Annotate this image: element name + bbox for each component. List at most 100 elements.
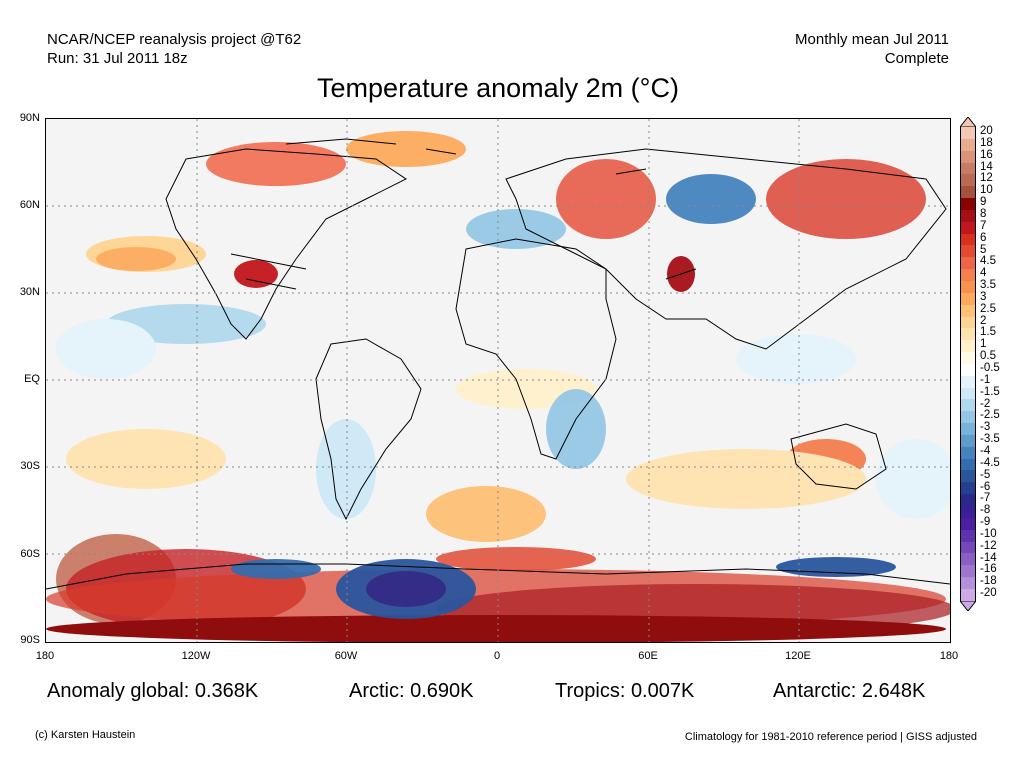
colorbar-level-label: 20 xyxy=(980,125,993,137)
colorbar-level-label: -12 xyxy=(980,539,997,552)
colorbar-cell xyxy=(960,506,976,518)
lon-label-120w: 120W xyxy=(181,650,211,662)
colorbar-level-label: -4.5 xyxy=(980,456,1000,469)
colorbar-cell xyxy=(960,399,976,412)
colorbar-cell xyxy=(960,458,976,471)
colorbar-level-label: -9 xyxy=(980,516,991,529)
colorbar-cell xyxy=(960,328,976,341)
lon-label-120e: 120E xyxy=(785,650,811,662)
colorbar-cell xyxy=(960,352,976,364)
colorbar-cell xyxy=(960,446,976,459)
mean-line: Monthly mean Jul 2011 xyxy=(795,31,949,48)
lon-label-0: 0 xyxy=(493,650,501,662)
colorbar-level-label: -1.5 xyxy=(980,385,1000,398)
lon-label-60e: 60E xyxy=(638,650,658,662)
colorbar-level-label: 1 xyxy=(980,338,987,351)
colorbar-level-label: -3 xyxy=(980,421,991,434)
colorbar-level-label: -7 xyxy=(980,492,991,505)
colorbar-level-label: 2 xyxy=(980,314,987,327)
colorbar-cell xyxy=(960,375,976,388)
colorbar-cell xyxy=(960,304,976,317)
colorbar-cell xyxy=(960,174,976,187)
status-line: Complete xyxy=(884,50,949,67)
source-line: NCAR/NCEP reanalysis project @T62 xyxy=(47,31,302,48)
colorbar-cell xyxy=(960,162,976,175)
colorbar-level-label: 9 xyxy=(980,196,987,209)
colorbar-level-label: 4.5 xyxy=(980,255,996,268)
world-map-anomaly xyxy=(45,118,951,643)
colorbar-cell xyxy=(960,233,976,246)
climatology-note: Climatology for 1981-2010 reference peri… xyxy=(684,731,977,743)
warm-anomalies xyxy=(46,131,950,642)
colorbar-cell xyxy=(960,340,976,353)
colorbar-level-label: -4 xyxy=(980,444,991,457)
run-line: Run: 31 Jul 2011 18z xyxy=(47,50,188,67)
colorbar-level-label: 12 xyxy=(980,172,993,185)
colorbar-cell xyxy=(960,257,976,270)
stat-tropics: Tropics: 0.007K xyxy=(555,680,695,702)
colorbar-level-label: 3.5 xyxy=(980,279,996,292)
colorbar-level-label: 7 xyxy=(980,219,987,232)
colorbar-cell xyxy=(960,517,976,530)
graticule xyxy=(46,119,950,642)
lon-label-180w: 180 xyxy=(35,650,55,662)
colorbar-cell xyxy=(960,363,976,376)
colorbar-top-arrow xyxy=(960,117,976,127)
colorbar-level-label: 4 xyxy=(980,267,987,280)
colorbar-level-label: 0.5 xyxy=(980,350,996,363)
stat-antarctic: Antarctic: 2.648K xyxy=(773,680,926,702)
colorbar-cell xyxy=(960,269,976,281)
colorbar-cell xyxy=(960,186,976,199)
colorbar-level-label: -0.5 xyxy=(980,362,1000,374)
colorbar-level-label: -2.5 xyxy=(980,409,1000,422)
colorbar-level-label: -18 xyxy=(980,575,997,588)
lat-label-60n: 60N xyxy=(19,199,40,211)
header-right: Monthly mean Jul 2011 Complete xyxy=(795,30,949,68)
colorbar-cell xyxy=(960,577,976,589)
colorbar-cell xyxy=(960,138,976,151)
colorbar-level-label: -8 xyxy=(980,504,991,517)
colorbar-level-label: 18 xyxy=(980,136,993,149)
colorbar-level-label: 1.5 xyxy=(980,326,996,339)
colorbar-cell xyxy=(960,529,976,542)
colorbar-cell xyxy=(960,423,976,435)
colorbar-cell xyxy=(960,470,976,483)
credit: (c) Karsten Haustein xyxy=(35,729,136,741)
colorbar-cell xyxy=(960,209,976,222)
colorbar-level-label: -3.5 xyxy=(980,433,1000,446)
lat-label-90s: 90S xyxy=(20,634,40,646)
colorbar-level-label: -6 xyxy=(980,480,991,493)
colorbar-level-label: -5 xyxy=(980,468,991,481)
lat-label-30s: 30S xyxy=(20,460,40,472)
colorbar-level-label: 8 xyxy=(980,207,987,220)
lat-label-30n: 30N xyxy=(19,286,40,298)
colorbar-level-label: -14 xyxy=(980,551,997,564)
colorbar-cell xyxy=(960,292,976,305)
colorbar-cell xyxy=(960,565,976,578)
colorbar-cell xyxy=(960,316,976,329)
colorbar-level-label: -20 xyxy=(980,587,997,600)
colorbar-level-label: 6 xyxy=(980,231,987,244)
map-title: Temperature anomaly 2m (°C) xyxy=(317,73,679,103)
colorbar-cell xyxy=(960,553,976,566)
colorbar-level-label: -10 xyxy=(980,527,997,540)
colorbar-cell xyxy=(960,482,976,495)
colorbar-level-label: 2.5 xyxy=(980,302,996,315)
colorbar-level-label: 10 xyxy=(980,184,993,197)
lon-label-180e: 180 xyxy=(939,650,959,662)
colorbar-level-label: -16 xyxy=(980,563,997,576)
lon-label-60w: 60W xyxy=(334,650,358,662)
colorbar-cell xyxy=(960,245,976,258)
colorbar-cell xyxy=(960,411,976,424)
colorbar-level-label: 14 xyxy=(980,160,993,173)
coastlines xyxy=(46,138,950,590)
colorbar-cell xyxy=(960,127,976,139)
header-left: NCAR/NCEP reanalysis project @T62 Run: 3… xyxy=(47,30,301,68)
colorbar-cell xyxy=(960,387,976,400)
anomaly-field xyxy=(46,119,950,642)
colorbar-cell xyxy=(960,280,976,293)
colorbar-level-label: 5 xyxy=(980,243,987,256)
colorbar-cell xyxy=(960,434,976,447)
colorbar-level-label: -1 xyxy=(980,373,991,386)
colorbar-level-label: 16 xyxy=(980,148,993,161)
